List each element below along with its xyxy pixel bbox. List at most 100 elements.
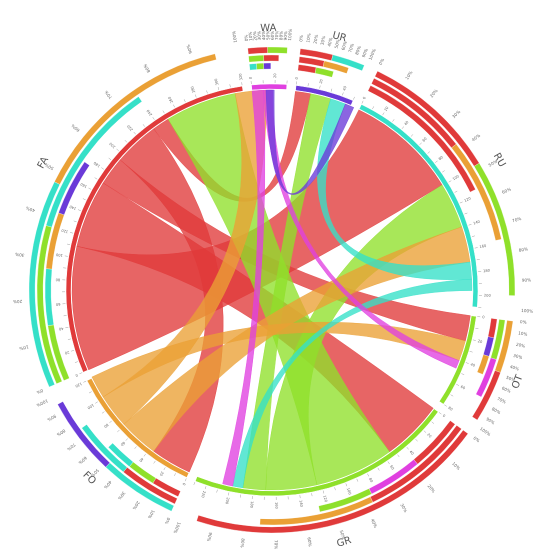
percent-tick-ur-9: 90% [361,48,369,59]
percent-tick-wa-10: 100% [287,28,293,40]
segment-label-wa: WA [260,23,276,34]
tick-label-fa-180: 180 [92,160,100,168]
tick-fo-0 [184,478,187,482]
tick-ru-40 [401,126,404,129]
percent-tick-fa-9: 90% [185,44,193,54]
tick-ot-60 [456,384,460,386]
tick-label-fo-80: 80 [102,423,109,429]
percent-tick-ru-10: 100% [521,308,533,314]
tick-ru-130 [464,212,468,215]
tick-label-fa-220: 220 [126,123,134,131]
tick-label-fa-100: 100 [55,252,63,257]
outer-bar-ur-0-1 [314,67,334,78]
tick-ur-50 [353,96,355,100]
percent-tick-ur-0: 0% [298,35,304,42]
tick-ru-60 [419,142,422,145]
percent-tick-ru-6: 60% [501,187,512,195]
tick-ru-70 [427,151,431,154]
percent-tick-gr-1: 10% [451,461,461,471]
tick-label-gr-80: 80 [368,477,374,484]
tick-gr-80 [367,473,370,477]
segment-arc-fo [86,378,190,478]
outer-bar-wa-0-1 [256,62,265,70]
tick-fo-70 [117,429,120,433]
tick-label-ru-60: 60 [422,136,429,143]
tick-label-gr-160: 160 [274,502,278,510]
segment-arc-gr [194,408,439,497]
percent-tick-fa-2: 20% [13,299,23,304]
tick-fo-90 [101,411,105,414]
tick-fo-40 [143,453,146,457]
segment-arc-ur [295,85,354,106]
percent-tick-fa-10: 100% [231,30,238,43]
tick-ot-10 [475,328,479,329]
ribbon-layer [71,89,473,491]
tick-label-fa-160: 160 [79,182,88,189]
percent-tick-fa-4: 40% [25,206,35,214]
outer-bar-ot-0-0 [487,318,498,339]
percent-tick-ot-1: 10% [518,330,528,337]
segment-label-ot: OT [510,373,526,391]
tick-fa-110 [67,243,71,245]
percent-tick-ru-1: 10% [404,70,413,81]
tick-ur-40 [342,92,344,96]
tick-label-fa-40: 40 [58,326,64,331]
tick-label-fa-260: 260 [167,95,174,104]
segment-arc-layer [65,83,479,497]
percent-tick-gr-7: 70% [274,540,279,549]
tick-fa-160 [88,187,92,190]
percent-tick-gr-0: 0% [472,435,480,443]
percent-tick-fo-7: 70% [66,442,76,452]
percent-tick-fo-9: 90% [47,413,58,422]
tick-gr-120 [322,490,325,494]
percent-tick-wa-7: 70% [274,31,279,40]
percent-tick-ur-3: 30% [320,35,327,45]
outer-bar-wa-1-0 [248,54,265,63]
ribbon-ru-gr [232,278,473,489]
segment-label-gr: GR [336,535,353,550]
tick-fo-100 [95,401,98,404]
tick-label-fa-240: 240 [146,108,154,117]
tick-gr-0 [438,412,442,415]
tick-ru-120 [459,201,463,204]
tick-fa-200 [116,148,119,152]
outer-bar-gr-2-0 [196,429,469,534]
tick-fa-40 [65,327,69,329]
segment-arc-wa [251,83,288,91]
tick-label-ot-60: 60 [460,385,467,391]
tick-fa-220 [133,131,136,135]
tick-fa-230 [142,124,146,127]
percent-tick-gr-6: 60% [306,537,312,547]
ribbon-fo-ru [123,226,471,452]
percent-tick-fa-6: 60% [70,123,80,133]
percent-tick-ot-0: 0% [520,319,527,325]
percent-tick-ru-2: 20% [429,88,439,98]
outer-bar-fo-2-1 [57,401,111,468]
percent-tick-ur-10: 100% [368,48,377,61]
percent-tick-gr-9: 90% [206,532,213,542]
percent-tick-ot-10: 100% [479,426,492,437]
tick-ur-30 [330,88,333,92]
tick-ru-160 [474,247,478,249]
percent-tick-ot-3: 30% [513,353,523,360]
tick-label-wa-0: 0 [249,76,253,79]
tick-label-gr-200: 200 [224,497,229,505]
percent-tick-ur-2: 20% [312,34,319,44]
tick-gr-90 [356,478,359,482]
tick-gr-20 [423,430,427,433]
tick-label-fo-120: 120 [74,381,83,388]
tick-ru-150 [471,235,475,237]
percent-tick-gr-5: 50% [339,530,346,540]
outer-bar-ot-1-1 [475,357,497,398]
ribbon-wa-ot [263,89,460,369]
outer-bar-ot-2-1 [472,370,501,421]
tick-gr-230 [193,482,196,485]
tick-fa-30 [67,338,71,340]
tick-fo-50 [134,446,137,449]
outer-bar-fa-0-1 [44,268,54,326]
outer-bar-ru-0-0 [367,85,476,193]
tick-fo-110 [88,391,92,394]
tick-ru-110 [454,190,458,193]
